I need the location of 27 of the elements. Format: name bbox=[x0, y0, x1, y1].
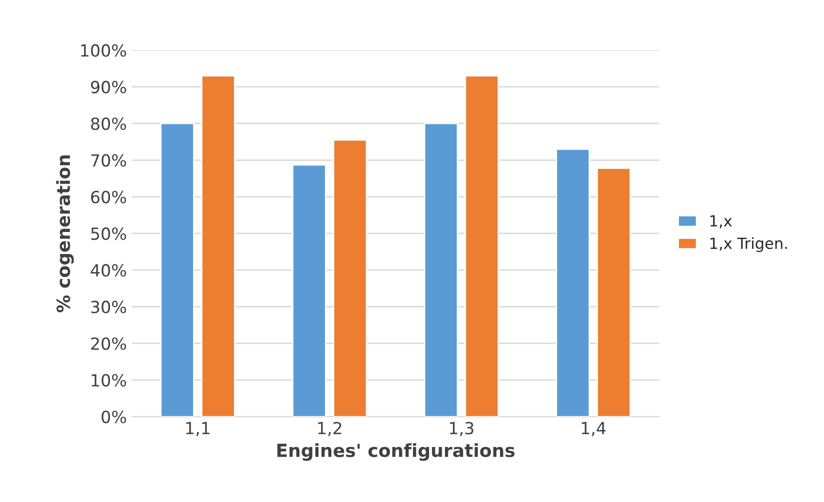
y-tick-label: 100% bbox=[81, 44, 126, 57]
y-tick-label: 30% bbox=[91, 300, 126, 314]
y-tick-label: 40% bbox=[90, 264, 126, 277]
bar bbox=[160, 122, 194, 417]
y-axis-title: % cogeneration bbox=[56, 155, 74, 312]
y-tick-label: 0% bbox=[102, 410, 126, 424]
bar bbox=[292, 164, 326, 417]
y-tick-label: 10% bbox=[92, 374, 126, 387]
y-tick-label: 70% bbox=[91, 154, 126, 167]
bar bbox=[596, 168, 631, 417]
x-tick-label: 1,3 bbox=[450, 422, 474, 436]
legend-label: 1,x Trigen. bbox=[710, 237, 787, 252]
y-tick-label: 20% bbox=[91, 337, 126, 350]
y-tick-label: 80% bbox=[91, 117, 126, 130]
y-tick-label: 50% bbox=[91, 227, 126, 240]
x-axis-title: Engines' configurations bbox=[277, 443, 514, 461]
bar bbox=[332, 139, 368, 417]
x-tick-label: 1,1 bbox=[186, 422, 210, 436]
bar bbox=[464, 75, 500, 417]
y-tick-label: 60% bbox=[91, 190, 126, 204]
x-tick-label: 1,2 bbox=[318, 422, 342, 436]
bar bbox=[556, 148, 590, 417]
x-tick-label: 1,4 bbox=[582, 422, 606, 436]
bar bbox=[424, 122, 458, 417]
legend-label: 1,x bbox=[710, 215, 732, 228]
y-tick-label: 90% bbox=[90, 80, 126, 94]
bar bbox=[201, 75, 236, 417]
